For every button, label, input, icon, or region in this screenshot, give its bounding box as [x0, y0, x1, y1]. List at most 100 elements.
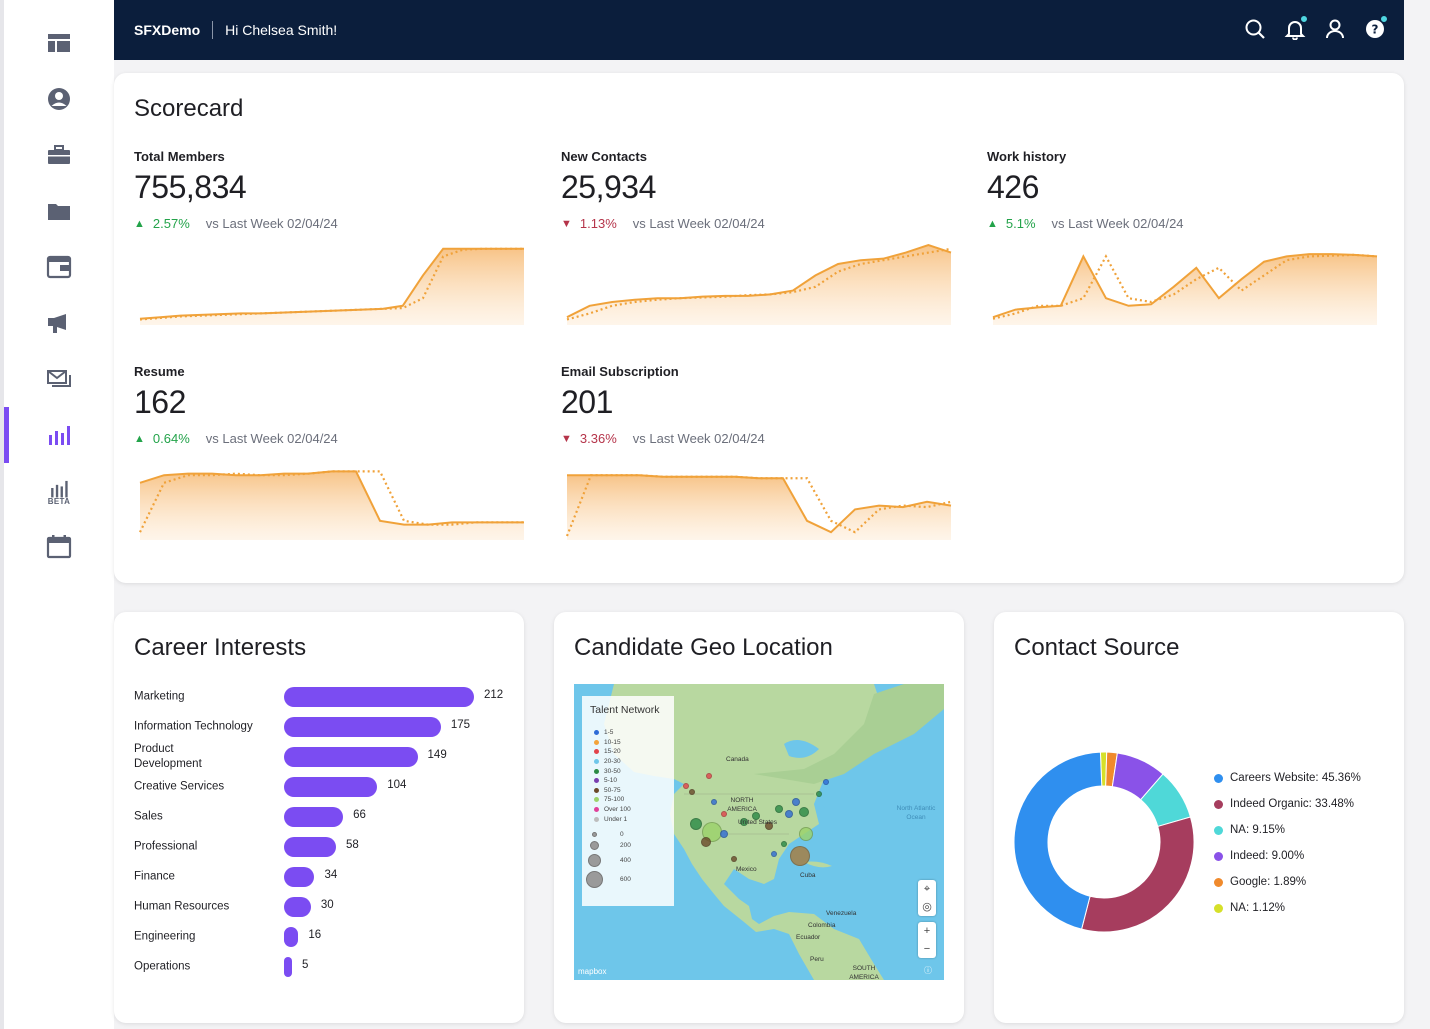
sidebar-item-analytics[interactable] — [4, 407, 114, 463]
search-button[interactable] — [1244, 18, 1266, 40]
career-bar-value: 66 — [353, 809, 366, 821]
map-candidate-dot[interactable] — [752, 812, 760, 820]
career-bar-row[interactable]: Professional 58 — [134, 836, 514, 858]
map-candidate-dot[interactable] — [720, 830, 728, 838]
metric-label: Resume — [134, 364, 185, 379]
donut-legend-item[interactable]: Careers Website: 45.36% — [1214, 772, 1361, 784]
map-candidate-dot[interactable] — [823, 779, 829, 785]
sidebar-item-campaigns[interactable] — [4, 295, 114, 351]
map-candidate-dot[interactable] — [785, 810, 793, 818]
map-legend-title: Talent Network — [590, 704, 660, 716]
metric-label: Work history — [987, 149, 1067, 164]
map-candidate-dot[interactable] — [775, 805, 783, 813]
map-candidate-dot[interactable] — [721, 811, 727, 817]
pin-icon[interactable]: ⌖ — [923, 883, 931, 895]
map-candidate-dot[interactable] — [690, 818, 702, 830]
map-zoom-controls[interactable]: + − — [918, 922, 936, 958]
map-candidate-dot[interactable] — [740, 818, 748, 826]
locate-icon[interactable]: ◎ — [922, 901, 932, 913]
career-bar[interactable] — [284, 687, 474, 707]
career-bar[interactable] — [284, 897, 311, 917]
sidebar-item-profile[interactable] — [4, 71, 114, 127]
delta-value: 0.64% — [152, 431, 190, 446]
career-bar[interactable] — [284, 777, 378, 797]
career-bar-row[interactable]: Information Technology 175 — [134, 716, 514, 738]
map-candidate-dot[interactable] — [689, 789, 695, 795]
career-bar[interactable] — [284, 717, 441, 737]
map-label-canada: Canada — [726, 756, 749, 763]
sidebar-item-analytics-beta[interactable]: BETA — [4, 463, 114, 519]
calendar-icon — [46, 535, 72, 559]
sparkline-current — [566, 243, 952, 319]
map-candidate-dot[interactable] — [781, 841, 787, 847]
sidebar-item-wallet[interactable] — [4, 239, 114, 295]
metric-resume: Resume 162 ▲ 0.64% vs Last Week 02/04/24 — [134, 364, 534, 564]
map-label-peru: Peru — [810, 956, 824, 963]
notifications-button[interactable] — [1284, 15, 1308, 41]
sparkline-area — [140, 248, 524, 325]
career-bar[interactable] — [284, 867, 315, 887]
map-location-controls[interactable]: ⌖ ◎ — [918, 880, 936, 916]
map-candidate-dot[interactable] — [701, 837, 711, 847]
map-candidate-dot[interactable] — [765, 822, 773, 830]
legend-label: NA: 9.15% — [1230, 824, 1285, 836]
career-bar-row[interactable]: Sales 66 — [134, 806, 514, 828]
svg-text:?: ? — [1372, 23, 1379, 37]
map-candidate-dot[interactable] — [790, 846, 810, 866]
career-bar-row[interactable]: Finance 34 — [134, 866, 514, 888]
delta-value: 1.13% — [579, 216, 617, 231]
window-edge — [0, 0, 4, 1029]
career-bar-row[interactable]: Creative Services 104 — [134, 776, 514, 798]
brand-name[interactable]: SFXDemo — [134, 22, 201, 38]
map-legend-item: 10-15 — [582, 738, 674, 748]
career-bar-row[interactable]: Human Resources 30 — [134, 896, 514, 918]
career-bar-row[interactable]: Marketing 212 — [134, 686, 514, 708]
donut-legend-item[interactable]: Indeed: 9.00% — [1214, 850, 1304, 862]
map-label-north-america: NORTH AMERICA — [727, 797, 757, 813]
map-candidate-dot[interactable] — [799, 827, 813, 841]
map-candidate-dot[interactable] — [706, 773, 712, 779]
map-label-ecuador: Ecuador — [796, 934, 821, 941]
map-candidate-dot[interactable] — [731, 856, 737, 862]
sparkline-area — [993, 254, 1377, 325]
map-label-south-america: SOUTH AMERICA — [849, 965, 879, 980]
map-candidate-dot[interactable] — [799, 807, 809, 817]
map-candidate-dot[interactable] — [771, 851, 777, 857]
career-bar[interactable] — [284, 927, 299, 947]
sidebar-item-messages[interactable] — [4, 351, 114, 407]
map-candidate-dot[interactable] — [711, 799, 717, 805]
metric-total-members: Total Members 755,834 ▲ 2.57% vs Last Week… — [134, 149, 534, 349]
donut-legend-item[interactable]: Indeed Organic: 33.48% — [1214, 798, 1354, 810]
donut-legend-item[interactable]: NA: 9.15% — [1214, 824, 1285, 836]
map-label-mexico: Mexico — [736, 866, 757, 873]
map-legend-item: Over 100 — [582, 805, 674, 815]
career-bar[interactable] — [284, 837, 336, 857]
sidebar-item-dashboard[interactable] — [4, 15, 114, 71]
scorecard-card: Scorecard Total Members 755,834 ▲ 2.57% vs… — [114, 73, 1404, 583]
help-button[interactable]: ? — [1364, 15, 1388, 40]
sidebar-item-jobs[interactable] — [4, 127, 114, 183]
map-candidate-dot[interactable] — [792, 798, 800, 806]
career-bar[interactable] — [284, 747, 418, 767]
career-bar[interactable] — [284, 957, 292, 977]
legend-dot — [1214, 903, 1223, 913]
career-bar[interactable] — [284, 807, 344, 827]
metric-delta: ▼ 3.36% vs Last Week 02/04/24 — [561, 431, 765, 446]
donut-legend-item[interactable]: Google: 1.89% — [1214, 876, 1306, 888]
sidebar-item-calendar[interactable] — [4, 519, 114, 575]
geo-map[interactable]: Canada NORTH AMERICA United States Mexic… — [574, 684, 944, 980]
donut-slice[interactable] — [1013, 751, 1103, 930]
career-bar-row[interactable]: Operations 5 — [134, 956, 514, 978]
sidebar-item-files[interactable] — [4, 183, 114, 239]
account-button[interactable] — [1324, 18, 1346, 40]
zoom-out-icon[interactable]: − — [923, 943, 931, 955]
map-candidate-dot[interactable] — [816, 791, 822, 797]
donut-slice[interactable] — [1080, 816, 1195, 933]
info-icon[interactable]: ⓘ — [924, 966, 932, 975]
career-bar-row[interactable]: Product Development 149 — [134, 743, 514, 770]
donut-legend-item[interactable]: NA: 1.12% — [1214, 902, 1285, 914]
map-legend-item: 50-75 — [582, 786, 674, 796]
career-bar-row[interactable]: Engineering 16 — [134, 926, 514, 948]
map-candidate-dot[interactable] — [683, 783, 689, 789]
zoom-in-icon[interactable]: + — [923, 925, 931, 937]
